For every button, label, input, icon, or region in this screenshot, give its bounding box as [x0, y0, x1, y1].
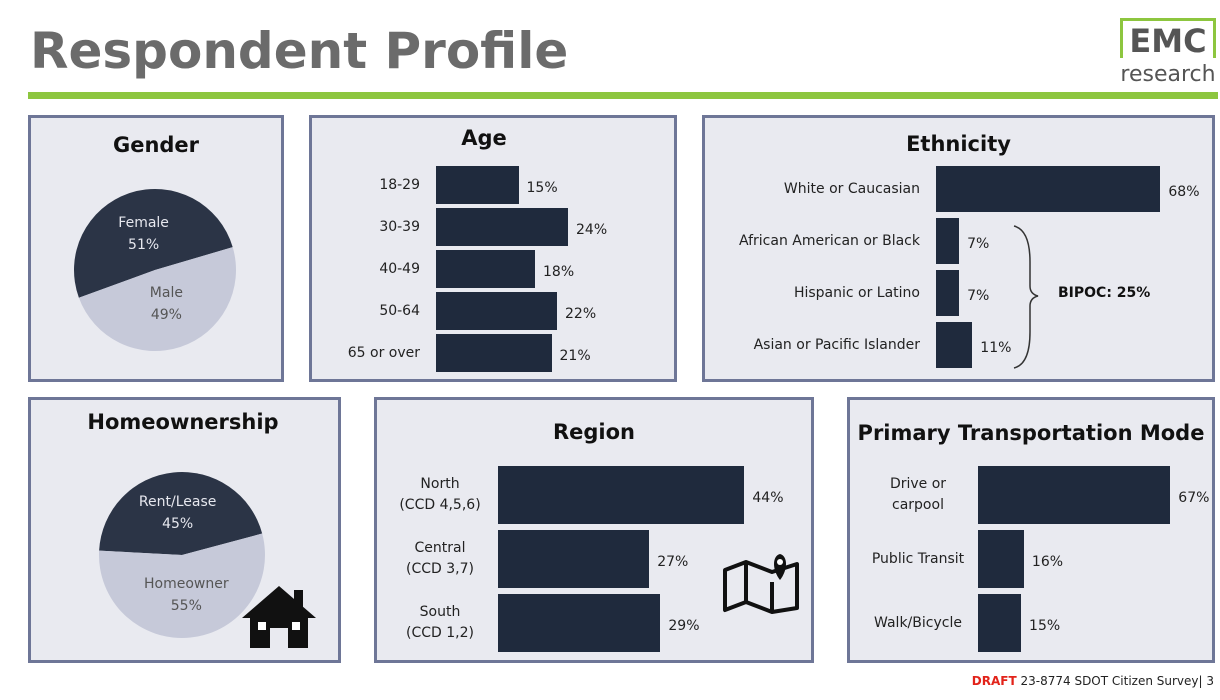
- slide-title: Respondent Profile: [30, 22, 569, 80]
- bar: [498, 594, 661, 652]
- slice-label: Homeowner: [144, 576, 229, 593]
- value-label: 51%: [128, 237, 160, 254]
- footer: DRAFT 23-8774 SDOT Citizen Survey| 3: [972, 674, 1214, 688]
- value-label: 27%: [657, 553, 689, 570]
- value-label: 15%: [526, 179, 558, 196]
- category-label: 40-49: [379, 260, 420, 277]
- value-label: 44%: [752, 489, 784, 506]
- category-label: North (CCD 4,5,6): [399, 476, 481, 513]
- category-label: White or Caucasian: [783, 180, 920, 197]
- category-label: Walk/Bicycle: [874, 614, 962, 631]
- bar: [436, 292, 557, 330]
- category-label: African American or Black: [739, 232, 920, 249]
- pie-slice: [74, 189, 233, 298]
- footer-draft: DRAFT: [971, 674, 1017, 688]
- slice-label: Male: [149, 284, 183, 301]
- bar: [936, 218, 960, 264]
- bipoc-bracket: [1013, 225, 1039, 369]
- slice-label: Female: [118, 215, 169, 232]
- bar: [436, 166, 519, 204]
- logo-bottom: research: [1120, 62, 1216, 87]
- bar: [498, 530, 650, 588]
- chart-title: Age: [461, 126, 507, 150]
- pie-slice: [99, 471, 263, 555]
- value-label: 24%: [576, 221, 608, 238]
- value-label: 29%: [668, 617, 700, 634]
- bar: [436, 250, 535, 288]
- bar: [498, 466, 745, 524]
- category-label: Public Transit: [871, 550, 965, 567]
- value-label: 7%: [967, 287, 990, 304]
- value-label: 16%: [1031, 553, 1064, 570]
- value-label: 49%: [150, 306, 182, 323]
- bar: [978, 594, 1022, 652]
- annotation: BIPOC: 25%: [1058, 285, 1151, 301]
- map-icon: [723, 554, 799, 614]
- logo-top: EMC: [1120, 18, 1216, 60]
- value-label: 55%: [170, 598, 202, 615]
- bar: [936, 166, 1161, 212]
- value-label: 15%: [1029, 617, 1061, 634]
- category-label: 65 or over: [347, 344, 420, 361]
- chart-title: Gender: [112, 133, 200, 157]
- category-label: 50-64: [379, 302, 420, 319]
- pie-slice: [78, 247, 237, 352]
- value-label: 67%: [1178, 489, 1210, 506]
- bar: [978, 466, 1171, 524]
- bar: [436, 208, 568, 246]
- category-label: 18-29: [379, 176, 420, 193]
- panel: [847, 397, 1215, 663]
- slice-label: Rent/Lease: [138, 493, 217, 510]
- chart-title: Primary Transportation Mode: [857, 421, 1205, 445]
- value-label: 11%: [980, 339, 1012, 356]
- value-label: 18%: [543, 263, 575, 280]
- category-label: Asian or Pacific Islander: [753, 336, 920, 353]
- category-label: 30-39: [379, 218, 420, 235]
- value-label: 21%: [559, 347, 591, 364]
- chart-title: Ethnicity: [906, 132, 1011, 156]
- bar: [936, 270, 960, 316]
- chart-title: Homeownership: [87, 410, 279, 434]
- value-label: 22%: [565, 305, 597, 322]
- value-label: 7%: [967, 235, 990, 252]
- house-icon: [242, 586, 316, 648]
- category-label: South (CCD 1,2): [406, 604, 474, 641]
- bar: [936, 322, 973, 368]
- value-label: 45%: [162, 515, 194, 532]
- bar: [436, 334, 552, 372]
- bar: [978, 530, 1024, 588]
- category-label: Central (CCD 3,7): [406, 540, 474, 577]
- category-label: Drive or carpool: [889, 476, 947, 513]
- value-label: 68%: [1168, 183, 1200, 200]
- chart-title: Region: [552, 420, 636, 444]
- category-label: Hispanic or Latino: [793, 284, 920, 301]
- footer-text: 23-8774 SDOT Citizen Survey| 3: [1020, 674, 1215, 688]
- pie-slice: [99, 533, 265, 638]
- title-rule: [28, 92, 1218, 99]
